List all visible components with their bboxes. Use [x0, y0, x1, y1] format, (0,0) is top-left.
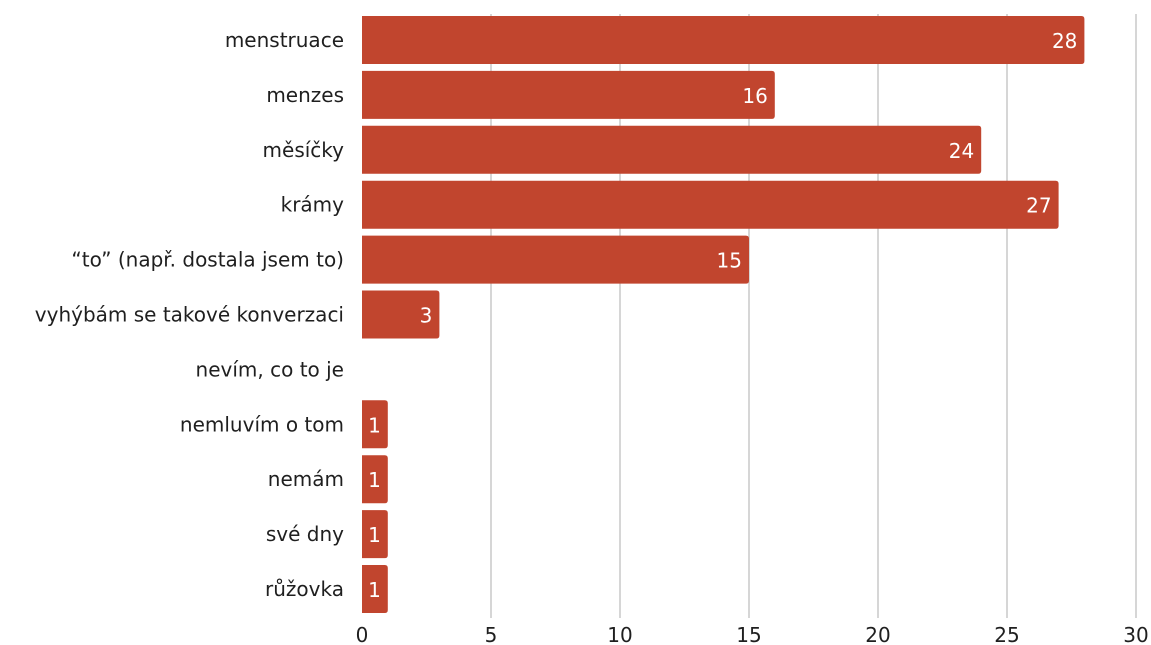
category-label: krámy [281, 193, 345, 217]
bar [362, 510, 388, 559]
bar [362, 16, 1085, 64]
bar [362, 565, 388, 613]
label-layer: 0 5 10 15 20 25 30 menstruace 28 menzes 16 měsíčky 2… [35, 28, 1149, 645]
value-label: 15 [717, 249, 742, 273]
category-label: nevím, co to je [196, 357, 344, 381]
category-label: své dny [266, 522, 344, 546]
bar-layer [362, 16, 1085, 613]
category-label: nemluvím o tom [180, 412, 344, 436]
x-tick-label-5: 5 [485, 623, 498, 645]
value-label: 16 [742, 84, 767, 108]
bar [362, 180, 1059, 229]
x-tick-label-10: 10 [607, 623, 632, 645]
bar [362, 400, 388, 449]
x-tick-label-0: 0 [356, 623, 369, 645]
x-tick-label-15: 15 [736, 623, 761, 645]
category-label: nemám [268, 467, 344, 491]
value-label: 1 [368, 413, 381, 437]
category-label: růžovka [265, 577, 344, 601]
category-label: měsíčky [263, 138, 345, 162]
bar [362, 235, 749, 284]
category-label: menstruace [225, 28, 344, 52]
x-tick-label-30: 30 [1123, 623, 1148, 645]
bar [362, 125, 982, 174]
bar [362, 455, 388, 504]
value-label: 28 [1052, 29, 1077, 53]
value-label: 3 [420, 304, 433, 328]
x-tick-label-25: 25 [994, 623, 1019, 645]
value-label: 1 [368, 523, 381, 547]
value-label: 27 [1026, 194, 1051, 218]
bar [362, 290, 440, 339]
x-tick-label-20: 20 [865, 623, 890, 645]
value-label: 24 [949, 139, 974, 163]
category-label: “to” (např. dostala jsem to) [71, 248, 344, 272]
bar [362, 70, 775, 119]
value-label: 1 [368, 468, 381, 492]
category-label: menzes [266, 83, 344, 107]
category-label: vyhýbám se takové konverzaci [35, 303, 344, 327]
value-label: 1 [368, 578, 381, 602]
